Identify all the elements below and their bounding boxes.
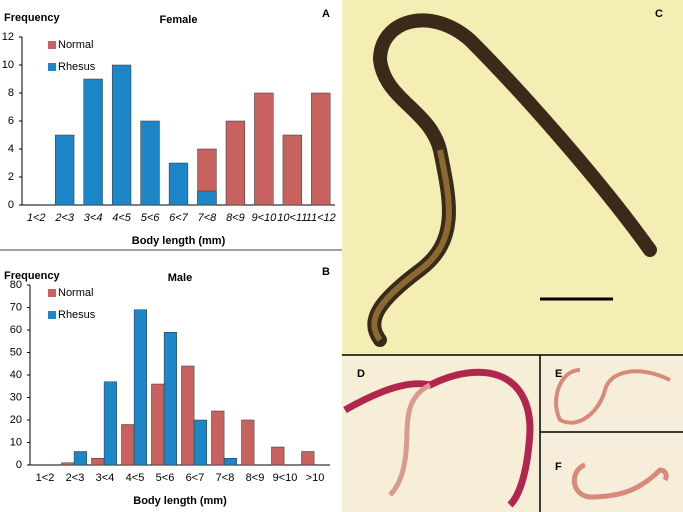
y-tick-label: 50 (10, 346, 22, 358)
bar (103, 381, 117, 466)
bar (225, 120, 246, 206)
worm-d (343, 368, 534, 508)
x-tick-label: 9<10 (273, 472, 298, 484)
x-tick-label: 3<4 (96, 472, 115, 484)
y-axis-label: Frequency (4, 12, 61, 24)
bar (83, 78, 103, 206)
bar (168, 162, 189, 206)
x-axis-label: Body length (mm) (133, 495, 227, 507)
panel-label: D (357, 368, 365, 380)
x-tick-label: 10<11 (277, 212, 307, 224)
panel-label: A (322, 8, 330, 20)
legend-label: Rhesus (58, 61, 96, 73)
y-tick-label: 20 (10, 414, 22, 426)
chart-title: Male (168, 272, 192, 284)
bar (140, 120, 160, 206)
y-tick-label: 40 (10, 369, 22, 381)
bar (241, 419, 255, 466)
x-tick-label: >10 (306, 472, 325, 484)
panel-label: E (555, 368, 562, 380)
legend-label: Rhesus (58, 309, 96, 321)
worm-f (571, 462, 669, 500)
y-tick-label: 2 (8, 171, 14, 183)
bar (301, 451, 315, 466)
bar (73, 451, 87, 466)
bar (91, 458, 105, 466)
y-tick-label: 0 (8, 199, 14, 211)
x-tick-label: 7<8 (198, 212, 218, 224)
panel-label: F (555, 461, 562, 473)
y-tick-label: 8 (8, 87, 14, 99)
y-tick-label: 30 (10, 391, 22, 403)
bar (55, 134, 75, 206)
y-tick-label: 6 (8, 115, 14, 127)
bar (133, 309, 147, 466)
worm-c-gut (371, 149, 452, 342)
y-tick-label: 12 (2, 31, 14, 43)
y-axis-label: Frequency (4, 270, 61, 282)
y-tick-label: 80 (10, 279, 22, 291)
bar (121, 424, 135, 466)
x-tick-label: 2<3 (54, 212, 75, 224)
legend-swatch (48, 311, 56, 319)
x-tick-label: 11<12 (306, 212, 336, 224)
bar (151, 383, 165, 466)
panel-label: B (322, 266, 330, 278)
x-tick-label: 2<3 (66, 472, 85, 484)
y-tick-label: 10 (2, 59, 14, 71)
y-tick-label: 70 (10, 301, 22, 313)
x-tick-label: 7<8 (216, 472, 235, 484)
bar (61, 462, 75, 466)
y-tick-label: 4 (8, 143, 14, 155)
x-tick-label: 6<7 (186, 472, 205, 484)
x-tick-label: 9<10 (251, 212, 277, 224)
bar (271, 446, 285, 466)
x-tick-label: 4<5 (112, 212, 132, 224)
x-axis-label: Body length (mm) (132, 235, 226, 247)
worm-e (554, 368, 671, 425)
x-tick-label: 6<7 (169, 212, 189, 224)
x-tick-label: 8<9 (246, 472, 265, 484)
x-tick-label: 5<6 (156, 472, 175, 484)
x-tick-label: 1<2 (36, 472, 55, 484)
bar (211, 410, 225, 466)
photo-e (540, 355, 683, 432)
bar (163, 332, 177, 466)
bar (181, 365, 195, 466)
y-tick-label: 0 (16, 459, 22, 471)
legend-swatch (48, 63, 56, 71)
chart-title: Female (160, 14, 198, 26)
panel-label: C (655, 8, 663, 20)
legend-label: Normal (58, 287, 93, 299)
x-tick-label: 3<4 (84, 212, 103, 224)
x-tick-label: 8<9 (226, 212, 245, 224)
bar (282, 134, 302, 206)
legend-label: Normal (58, 39, 93, 51)
x-tick-label: 1<2 (27, 212, 46, 224)
y-tick-label: 60 (10, 324, 22, 336)
worm-d-tail (388, 382, 432, 497)
bar (254, 92, 274, 206)
y-tick-label: 10 (10, 436, 22, 448)
bar (193, 419, 207, 466)
legend-swatch (48, 41, 56, 49)
x-tick-label: 4<5 (126, 472, 145, 484)
bar (311, 92, 331, 206)
bar (223, 458, 237, 466)
legend-swatch (48, 289, 56, 297)
x-tick-label: 5<6 (141, 212, 161, 224)
bar (197, 190, 217, 206)
bar (111, 64, 132, 206)
